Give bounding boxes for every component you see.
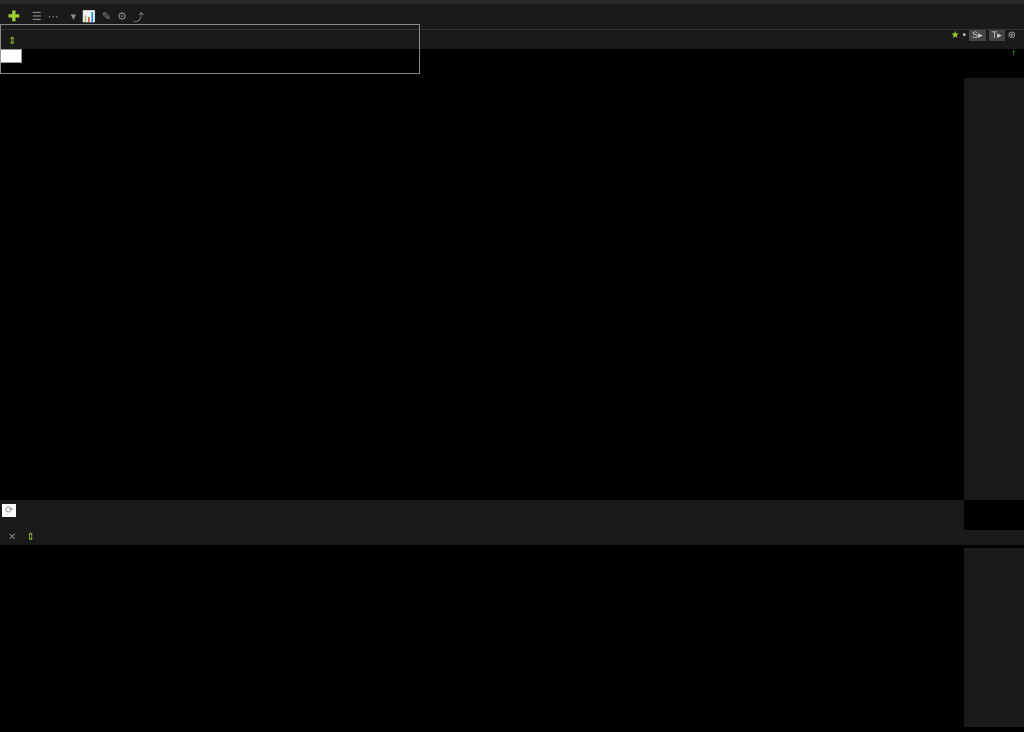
attribution-box [0,49,22,63]
volume-y-axis [964,548,1024,727]
star-icon[interactable]: ★ [951,30,960,41]
share-icon[interactable]: ⤴ [133,9,144,25]
price-y-axis [964,78,1024,500]
arrow-up-icon: ↑ [1011,48,1016,59]
s-btn[interactable]: S▸ [969,30,986,41]
volume-header: ✕ ⇕ [0,530,1024,545]
plus-icon[interactable]: ✚ [8,8,20,25]
link-icon[interactable]: ⊕ [1008,30,1016,41]
chart-icon[interactable]: ▾ [71,10,77,23]
buy-sell[interactable]: ⟳ [2,504,16,517]
dots-icon[interactable]: ⋯ [48,10,59,23]
dot-icon[interactable]: • [963,30,967,41]
menu-icon[interactable]: ☰ [32,10,42,23]
t-btn[interactable]: T▸ [989,30,1005,41]
x-axis [0,500,964,530]
edit-icon[interactable]: ✎ [102,10,111,23]
settings-icon[interactable]: ⚙ [117,10,127,23]
volume-chart[interactable] [0,548,964,727]
price-chart[interactable] [0,78,1024,500]
toolbar: ✚ ☰ ⋯ ▾ 📊 ✎ ⚙ ⤴ [0,4,1024,30]
ind-icon[interactable]: 📊 [82,10,96,23]
star-row: ★ • S▸ T▸ ⊕ [951,30,1016,41]
indicator-row: ⇕ [0,34,1024,49]
